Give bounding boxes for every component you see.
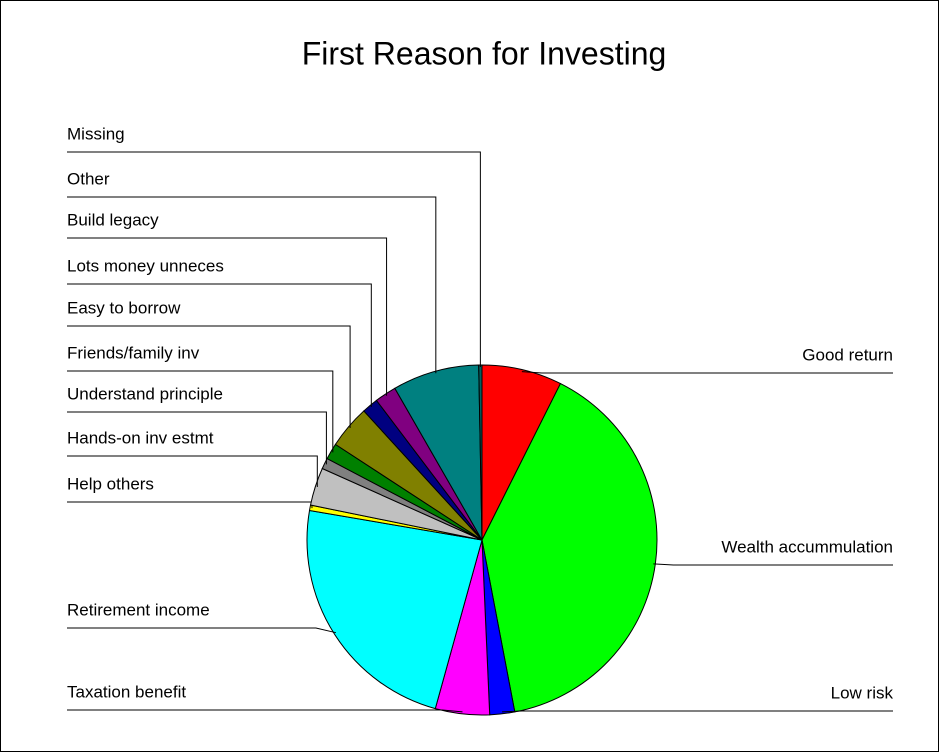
chart-title: First Reason for Investing	[302, 35, 667, 71]
leader-line	[67, 455, 318, 488]
leader-line	[521, 371, 893, 374]
slice-label: Other	[67, 169, 110, 188]
leader-line	[67, 370, 334, 453]
slice-label: Retirement income	[67, 600, 210, 619]
slice-label: Good return	[802, 345, 893, 364]
slice-label: Easy to borrow	[67, 298, 181, 317]
leader-line	[67, 196, 437, 374]
slice-label: Wealth accummulation	[721, 537, 893, 556]
leader-line	[67, 283, 372, 408]
leader-line	[67, 237, 388, 396]
leader-line	[67, 627, 337, 634]
slice-label: Missing	[67, 124, 125, 143]
leader-line	[653, 563, 893, 566]
slice-label: Build legacy	[67, 210, 159, 229]
slice-label: Hands-on inv estmt	[67, 428, 214, 447]
pie-slice	[306, 509, 483, 710]
leader-line	[67, 411, 327, 465]
slice-label: Low risk	[831, 683, 894, 702]
slice-label: Help others	[67, 474, 154, 493]
slice-label: Friends/family inv	[67, 343, 200, 362]
slice-label: Understand principle	[67, 384, 223, 403]
slice-label: Lots money unneces	[67, 256, 224, 275]
leader-line	[502, 710, 893, 713]
slice-label: Taxation benefit	[67, 682, 186, 701]
leader-line	[67, 709, 463, 713]
leader-line	[67, 151, 481, 368]
leader-line	[67, 325, 351, 429]
